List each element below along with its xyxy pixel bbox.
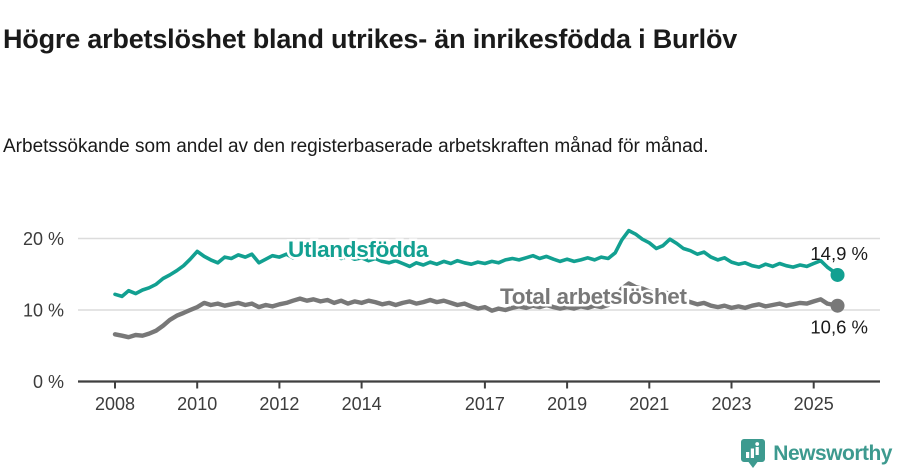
x-tick-label: 2008 [95, 394, 135, 414]
x-tick-label: 2010 [177, 394, 217, 414]
chart-subtitle: Arbetssökande som andel av den registerb… [3, 136, 709, 157]
series-label: Total arbetslöshet [500, 284, 688, 309]
newsworthy-brand-text: Newsworthy [773, 441, 892, 465]
y-tick-label: 20 % [23, 229, 64, 249]
series-line-utlandsfodda [113, 228, 840, 299]
x-tick-label: 2021 [629, 394, 669, 414]
x-tick-label: 2014 [342, 394, 382, 414]
series-end-dot [830, 267, 845, 282]
x-tick-label: 2019 [547, 394, 587, 414]
series-label: Utlandsfödda [288, 237, 429, 262]
unemployment-line-chart: 2008 2010 2012 2014 2017 2019 2021 2023 2025 0 % 1… [23, 228, 880, 414]
x-tick-label: 2017 [465, 394, 505, 414]
end-value-label: 10,6 % [810, 317, 868, 338]
page-title: Högre arbetslöshet bland utrikes- än inr… [3, 24, 738, 55]
x-tick-label: 2025 [794, 394, 834, 414]
series-line-total [112, 281, 840, 340]
newsworthy-logo: Newsworthy [740, 438, 892, 469]
end-value-label: 14,9 % [810, 243, 868, 264]
y-tick-label: 10 % [23, 301, 64, 321]
newsworthy-bubble-icon [741, 439, 766, 468]
x-tick-label: 2012 [259, 394, 299, 414]
x-tick-label: 2023 [711, 394, 751, 414]
series-end-dot [830, 298, 845, 313]
y-tick-label: 0 % [33, 372, 64, 392]
